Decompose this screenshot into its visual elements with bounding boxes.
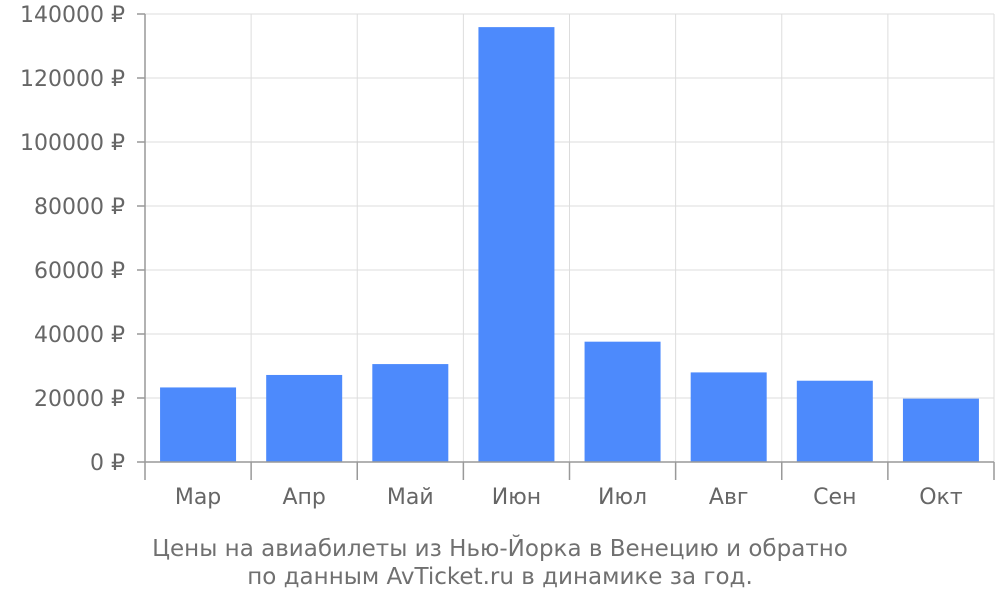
x-tick-label: Июл [598, 485, 647, 510]
x-tick-label: Сен [813, 485, 856, 510]
x-tick-label: Май [387, 485, 434, 510]
x-tick-label: Окт [919, 485, 963, 510]
x-tick-label: Апр [282, 485, 325, 510]
bar [160, 387, 237, 462]
bar [478, 27, 555, 463]
x-tick-label: Мар [175, 485, 221, 510]
y-tick-label: 80000 ₽ [34, 195, 125, 220]
y-tick-label: 60000 ₽ [34, 259, 125, 284]
x-tick-label: Авг [709, 485, 749, 510]
y-tick-label: 140000 ₽ [20, 3, 125, 28]
bar [584, 341, 661, 462]
axes [137, 13, 995, 480]
x-tick-label: Июн [492, 485, 541, 510]
y-tick-label: 120000 ₽ [20, 67, 125, 92]
y-axis-labels: 0 ₽ 20000 ₽ 40000 ₽ 60000 ₽ 80000 ₽ 100000 ₽ 1… [20, 3, 125, 476]
y-tick-label: 0 ₽ [90, 451, 125, 476]
bar [266, 374, 343, 462]
bar [372, 364, 449, 462]
bars [160, 27, 979, 463]
bar [796, 380, 873, 462]
bar [902, 398, 979, 462]
y-tick-label: 20000 ₽ [34, 387, 125, 412]
chart-caption-line-1: Цены на авиабилеты из Нью-Йорка в Венеци… [152, 534, 848, 562]
chart-caption-line-2: по данным AvTicket.ru в динамике за год. [247, 564, 753, 590]
bar [690, 372, 767, 462]
y-tick-label: 40000 ₽ [34, 323, 125, 348]
grid [144, 13, 995, 462]
x-axis-labels: Мар Апр Май Июн Июл Авг Сен Окт [175, 485, 963, 510]
y-tick-label: 100000 ₽ [20, 131, 125, 156]
